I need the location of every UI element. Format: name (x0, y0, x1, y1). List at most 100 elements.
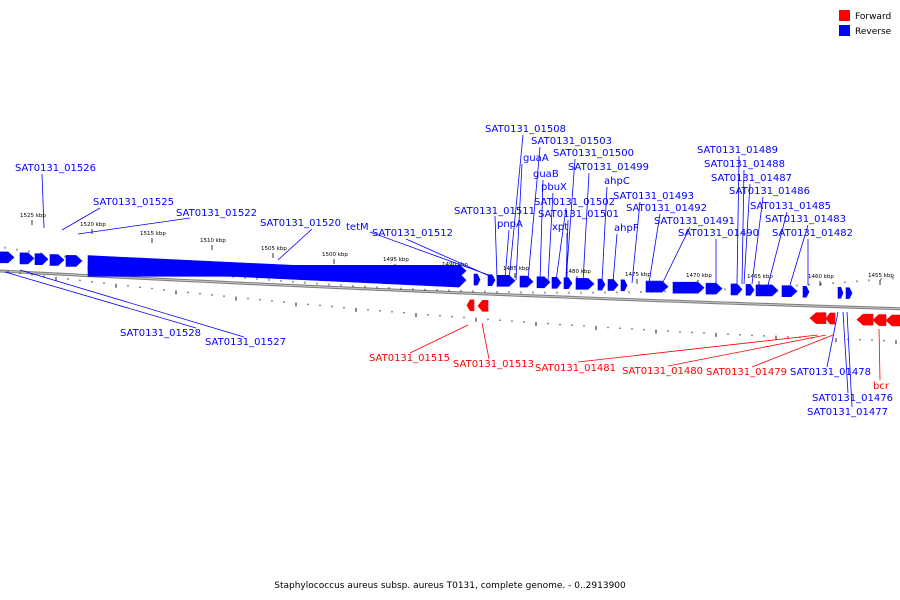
gene-label[interactable]: SAT0131_01513 (453, 359, 534, 370)
forward-gene-arrow[interactable] (885, 314, 900, 327)
tick-label: 1470 kbp (686, 273, 712, 279)
gene-label[interactable]: SAT0131_01515 (369, 353, 450, 364)
label-leader-line (405, 238, 495, 279)
gene-label[interactable]: SAT0131_01479 (706, 367, 787, 378)
tick-label: 1480 kbp (565, 269, 591, 275)
gene-label[interactable]: SAT0131_01522 (176, 208, 257, 219)
gene-label[interactable]: guaB (533, 169, 559, 180)
label-leader-line (494, 215, 498, 279)
reverse-gene-arrow[interactable] (845, 287, 853, 299)
reverse-gene-arrow[interactable] (837, 287, 844, 299)
forward-gene-arrow[interactable] (477, 300, 489, 312)
gene-label[interactable]: SAT0131_01491 (654, 216, 735, 227)
label-leader-line (577, 334, 819, 363)
reverse-gene-arrow[interactable] (65, 255, 83, 267)
forward-gene-arrow[interactable] (809, 312, 827, 324)
tick-label: 1475 kbp (625, 272, 651, 278)
tick-label: 1495 kbp (383, 257, 409, 263)
legend-label: Reverse (855, 27, 892, 37)
label-leader-line (19, 269, 245, 338)
gene-label[interactable]: tetM (346, 222, 369, 233)
reverse-gene-arrow[interactable] (781, 285, 798, 297)
gene-label[interactable]: SAT0131_01485 (750, 201, 831, 212)
gene-label[interactable]: SAT0131_01480 (622, 366, 703, 377)
label-leader-line (661, 226, 691, 285)
gene-label[interactable]: ahpC (604, 176, 630, 187)
label-leader-line (508, 134, 524, 281)
label-leader-line (601, 186, 608, 283)
label-leader-line (751, 334, 834, 368)
gene-label[interactable]: SAT0131_01512 (372, 228, 453, 239)
reverse-gene-arrow[interactable] (49, 254, 65, 266)
gene-label[interactable]: SAT0131_01527 (205, 337, 286, 348)
gene-label[interactable]: pnpA (497, 219, 523, 230)
gene-label[interactable]: SAT0131_01502 (534, 197, 615, 208)
gene-label[interactable]: SAT0131_01483 (765, 214, 846, 225)
gene-label[interactable]: pbuX (541, 182, 567, 193)
gene-label[interactable]: SAT0131_01486 (729, 186, 810, 197)
reverse-gene-arrow[interactable] (607, 279, 619, 291)
gene-label[interactable]: SAT0131_01487 (711, 173, 792, 184)
reverse-gene-arrow[interactable] (620, 279, 628, 292)
gene-label[interactable]: SAT0131_01508 (485, 124, 566, 135)
label-leader-line (743, 183, 751, 285)
forward-gene-arrow[interactable] (872, 314, 887, 326)
reverse-gene-arrow[interactable] (730, 283, 743, 296)
label-leader-line (789, 224, 809, 286)
reverse-gene-arrow[interactable] (0, 251, 15, 264)
reverse-gene-arrow[interactable] (705, 282, 723, 295)
gene-label[interactable]: SAT0131_01477 (807, 407, 888, 418)
label-leader-line (539, 179, 544, 282)
forward-gene-arrow[interactable] (825, 312, 836, 325)
gene-label[interactable]: SAT0131_01526 (15, 163, 96, 174)
gene-label[interactable]: SAT0131_01503 (531, 136, 612, 147)
gene-label[interactable]: SAT0131_01482 (772, 228, 853, 239)
tick-label: 1455 kbp (868, 273, 894, 279)
gene-label[interactable]: SAT0131_01520 (260, 218, 341, 229)
gene-label[interactable]: ahpF (614, 223, 639, 234)
gene-label[interactable]: SAT0131_01499 (568, 162, 649, 173)
gene-label[interactable]: SAT0131_01490 (678, 228, 759, 239)
gene-label[interactable]: guaA (523, 153, 549, 164)
tick-label: 1500 kbp (322, 252, 348, 258)
gene-label[interactable]: SAT0131_01511 (454, 206, 535, 217)
tick-label: 1510 kbp (200, 238, 226, 244)
gene-label[interactable]: SAT0131_01481 (535, 363, 616, 374)
reverse-gene-arrow-long[interactable] (87, 255, 467, 288)
reverse-gene-arrow[interactable] (34, 253, 49, 265)
gene-label[interactable]: SAT0131_01501 (538, 209, 619, 220)
gene-label[interactable]: SAT0131_01488 (704, 159, 785, 170)
label-leader-line (77, 217, 191, 235)
gene-label[interactable]: SAT0131_01528 (120, 328, 201, 339)
gene-label[interactable]: SAT0131_01525 (93, 197, 174, 208)
gene-label[interactable]: SAT0131_01493 (613, 191, 694, 202)
gene-label[interactable]: SAT0131_01500 (553, 148, 634, 159)
reverse-gene-arrow[interactable] (473, 273, 481, 286)
reverse-gene-arrow[interactable] (745, 284, 755, 296)
reverse-gene-arrow[interactable] (672, 281, 705, 294)
forward-gene-arrow[interactable] (466, 299, 475, 312)
reverse-gene-arrow[interactable] (496, 274, 516, 287)
gene-label[interactable]: SAT0131_01476 (812, 393, 893, 404)
label-leader-line (751, 196, 764, 285)
gene-label[interactable]: SAT0131_01478 (790, 367, 871, 378)
gene-label[interactable]: bcr (873, 381, 890, 392)
reverse-gene-arrow[interactable] (597, 278, 606, 291)
reverse-gene-arrow[interactable] (19, 252, 35, 265)
genome-caption: Staphylococcus aureus subsp. aureus T013… (274, 581, 626, 591)
reverse-gene-arrow[interactable] (755, 284, 779, 297)
forward-gene-arrow[interactable] (856, 313, 874, 326)
label-leader-line (878, 328, 881, 381)
reverse-gene-arrow[interactable] (575, 278, 595, 290)
genome-backbone-highlight (0, 270, 900, 310)
legend: Forward Reverse (839, 10, 892, 37)
label-leader-line (826, 311, 839, 368)
reverse-gene-arrow[interactable] (802, 285, 810, 298)
reverse-gene-arrow[interactable] (563, 277, 573, 290)
gene-label[interactable]: SAT0131_01492 (626, 203, 707, 214)
gene-label[interactable]: SAT0131_01489 (697, 145, 778, 156)
reverse-gene-arrow[interactable] (519, 275, 534, 288)
gene-label[interactable]: xpt (552, 222, 568, 233)
label-leader-line (515, 163, 523, 281)
